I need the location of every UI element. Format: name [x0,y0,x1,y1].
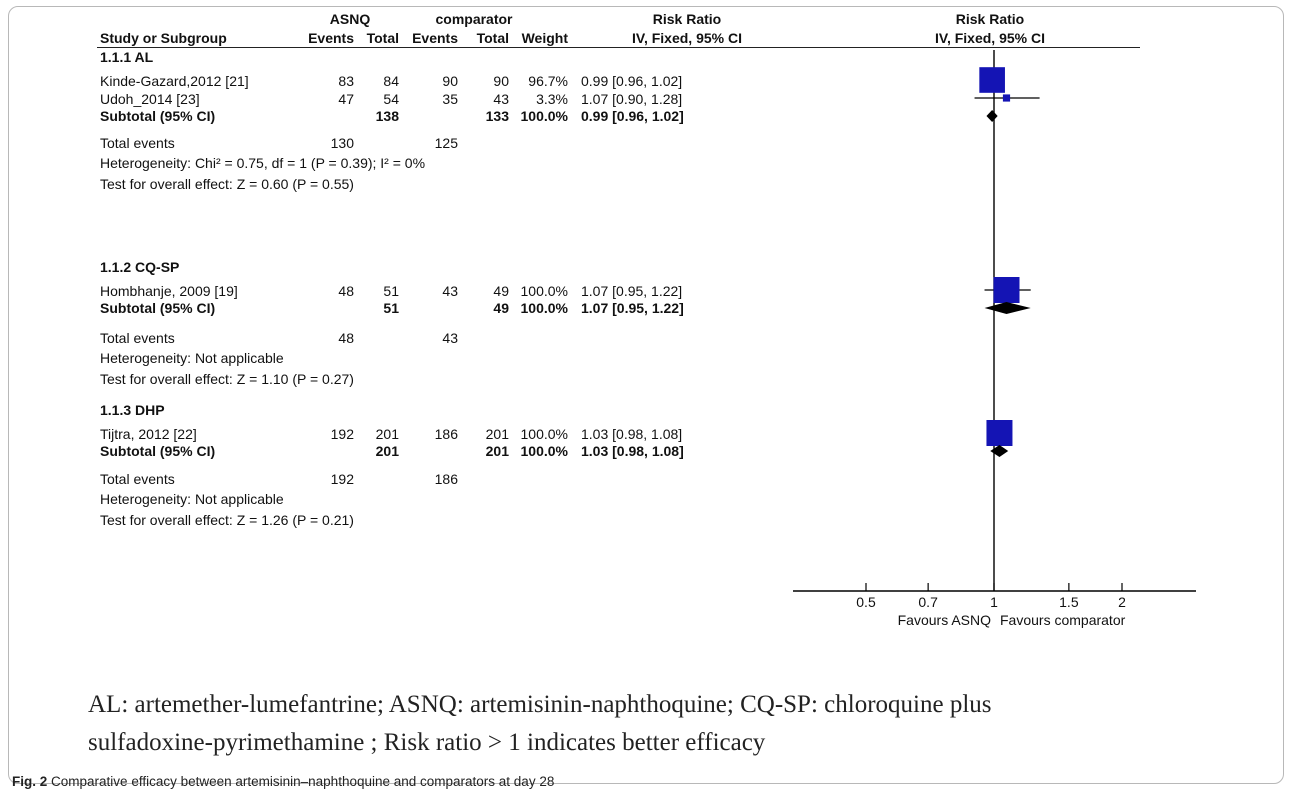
total1: 201 [375,426,399,442]
col-events2: Events [412,30,458,46]
subtotal-total1: 51 [383,300,399,316]
total-events2: 125 [434,135,458,151]
subtotal-weight: 100.0% [520,300,568,316]
col-events1: Events [308,30,354,46]
subtotal-weight: 100.0% [520,108,568,124]
total-events-label: Total events [100,135,175,151]
subtotal-total2: 133 [485,108,509,124]
risk-ratio-ci: 1.07 [0.90, 1.28] [581,91,683,107]
plot-method: IV, Fixed, 95% CI [935,30,1045,46]
heterogeneity: Heterogeneity: Not applicable [100,491,284,507]
risk-ratio-ci: 1.07 [0.95, 1.22] [581,283,683,299]
total1: 54 [383,91,399,107]
abbreviation-notes: AL: artemether-lumefantrine; ASNQ: artem… [88,686,1278,762]
subtotal-total2: 49 [493,300,509,316]
subgroup-title: 1.1.2 CQ-SP [100,259,180,275]
subtotal-label: Subtotal (95% CI) [100,108,216,124]
x-tick-label: 1.5 [1059,594,1079,610]
total-events1: 130 [330,135,354,151]
study-name: Hombhanje, 2009 [19] [100,283,238,299]
notes-line-1: AL: artemether-lumefantrine; ASNQ: artem… [88,691,992,718]
total-events-label: Total events [100,330,175,346]
total-events2: 186 [434,471,458,487]
heterogeneity: Heterogeneity: Chi² = 0.75, df = 1 (P = … [100,155,426,171]
events1: 47 [338,91,354,107]
subtotal-label: Subtotal (95% CI) [100,443,216,459]
study-marker [986,420,1013,446]
x-tick-label: 0.5 [856,594,876,610]
weight: 96.7% [528,73,568,89]
events1: 83 [338,73,354,89]
events2: 35 [442,91,458,107]
events2: 186 [434,426,458,442]
weight: 100.0% [520,426,568,442]
subtotal-ci: 0.99 [0.96, 1.02] [581,108,684,124]
favours-left-label: Favours ASNQ [898,612,991,628]
group2-header: comparator [435,11,513,27]
notes-line-2: sulfadoxine-pyrimethamine ; Risk ratio >… [88,729,766,756]
subtotal-total2: 201 [485,443,509,459]
events2: 43 [442,283,458,299]
total2: 43 [493,91,509,107]
total2: 49 [493,283,509,299]
total-events1: 48 [338,330,354,346]
study-marker [1002,94,1011,102]
col-study: Study or Subgroup [100,30,227,46]
col-weight: Weight [521,30,568,46]
subtotal-diamond [984,302,1031,314]
subgroup-title: 1.1.1 AL [100,49,154,65]
overall-effect: Test for overall effect: Z = 1.10 (P = 0… [100,371,354,387]
subtotal-diamond [986,110,998,122]
group1-header: ASNQ [329,11,371,27]
total1: 51 [383,283,399,299]
weight: 3.3% [536,91,568,107]
overall-effect: Test for overall effect: Z = 1.26 (P = 0… [100,512,354,528]
study-marker [993,277,1020,303]
events1: 192 [330,426,354,442]
rr-method: IV, Fixed, 95% CI [632,30,742,46]
study-name: Tijtra, 2012 [22] [100,426,197,442]
events2: 90 [442,73,458,89]
total2: 90 [493,73,509,89]
subtotal-total1: 138 [375,108,399,124]
plot-title: Risk Ratio [955,11,1025,27]
subtotal-weight: 100.0% [520,443,568,459]
total2: 201 [485,426,509,442]
subgroup-title: 1.1.3 DHP [100,402,165,418]
col-total1: Total [366,30,399,46]
subtotal-ci: 1.07 [0.95, 1.22] [581,300,684,316]
caption-label: Fig. 2 [12,774,48,789]
study-name: Udoh_2014 [23] [100,91,200,107]
weight: 100.0% [520,283,568,299]
rr-title: Risk Ratio [652,11,722,27]
subtotal-diamond [990,445,1009,457]
favours-right-label: Favours comparator [1000,612,1126,628]
heterogeneity: Heterogeneity: Not applicable [100,350,284,366]
x-tick-label: 2 [1118,594,1126,610]
total-events2: 43 [442,330,458,346]
subtotal-ci: 1.03 [0.98, 1.08] [581,443,684,459]
events1: 48 [338,283,354,299]
figure-caption: Fig. 2 Comparative efficacy between arte… [12,774,554,790]
x-tick-label: 0.7 [918,594,938,610]
study-marker [979,67,1005,93]
col-total2: Total [476,30,509,46]
x-tick-label: 1 [990,594,998,610]
total1: 84 [383,73,399,89]
overall-effect: Test for overall effect: Z = 0.60 (P = 0… [100,176,354,192]
total-events1: 192 [330,471,354,487]
figure-frame [8,6,1284,784]
total-events-label: Total events [100,471,175,487]
header-rule [97,47,1140,48]
risk-ratio-ci: 0.99 [0.96, 1.02] [581,73,683,89]
subtotal-label: Subtotal (95% CI) [100,300,216,316]
risk-ratio-ci: 1.03 [0.98, 1.08] [581,426,683,442]
subtotal-total1: 201 [375,443,399,459]
study-name: Kinde-Gazard,2012 [21] [100,73,249,89]
caption-text: Comparative efficacy between artemisinin… [51,774,555,789]
